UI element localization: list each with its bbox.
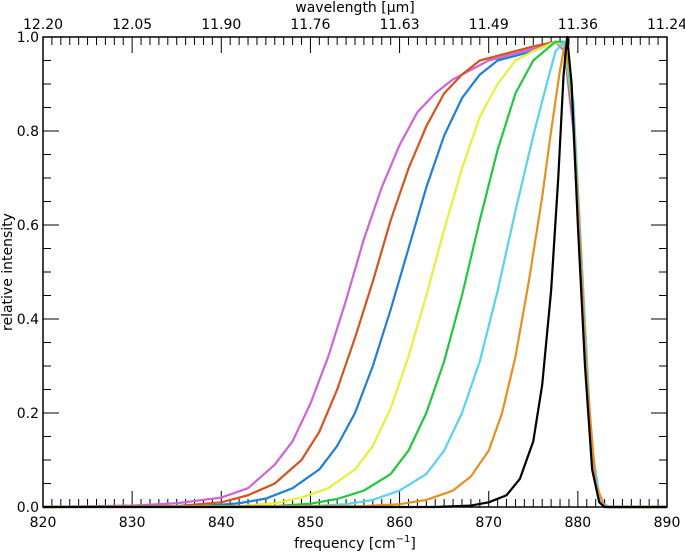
x-axis-label-superscript: −1 bbox=[396, 534, 411, 545]
top-tick-label: 12.05 bbox=[112, 17, 152, 33]
x-tick-label: 820 bbox=[30, 515, 57, 531]
top-axis-label: wavelength [μm] bbox=[295, 0, 414, 16]
top-tick-label: 12.20 bbox=[23, 17, 63, 33]
top-tick-label: 11.49 bbox=[469, 17, 509, 33]
x-tick-label: 860 bbox=[386, 515, 413, 531]
x-tick-label: 890 bbox=[654, 515, 681, 531]
axes: 820 830 840 850 860 870 880 890 12.20 12.05 11.90 1… bbox=[17, 17, 685, 531]
y-tick-label: 1.0 bbox=[17, 30, 39, 46]
series-group bbox=[42, 35, 667, 509]
top-tick-label: 11.63 bbox=[380, 17, 420, 33]
x-tick-label: 840 bbox=[208, 515, 235, 531]
plot-frame bbox=[42, 36, 668, 508]
top-tick-label: 11.36 bbox=[558, 17, 598, 33]
y-tick-label: 0.6 bbox=[17, 218, 39, 234]
x-tick-label: 880 bbox=[564, 515, 591, 531]
y-tick-label: 0.2 bbox=[17, 406, 39, 422]
series-line-7 bbox=[42, 45, 667, 509]
top-tick-label: 11.76 bbox=[290, 17, 330, 33]
x-tick-label: 850 bbox=[297, 515, 324, 531]
x-tick-label: 870 bbox=[475, 515, 502, 531]
x-axis-label-suffix: ] bbox=[410, 536, 415, 552]
y-tick-label: 0.8 bbox=[17, 124, 39, 140]
x-tick-label: 830 bbox=[119, 515, 146, 531]
top-tick-label: 11.24 bbox=[647, 17, 685, 33]
y-axis-label: relative intensity bbox=[0, 213, 16, 331]
x-axis-label: frequency [cm−1] bbox=[294, 534, 416, 552]
top-tick-label: 11.90 bbox=[201, 17, 241, 33]
y-tick-label: 0.4 bbox=[17, 312, 39, 328]
y-tick-label: 0.0 bbox=[17, 500, 39, 516]
series-line-8 bbox=[43, 35, 667, 509]
